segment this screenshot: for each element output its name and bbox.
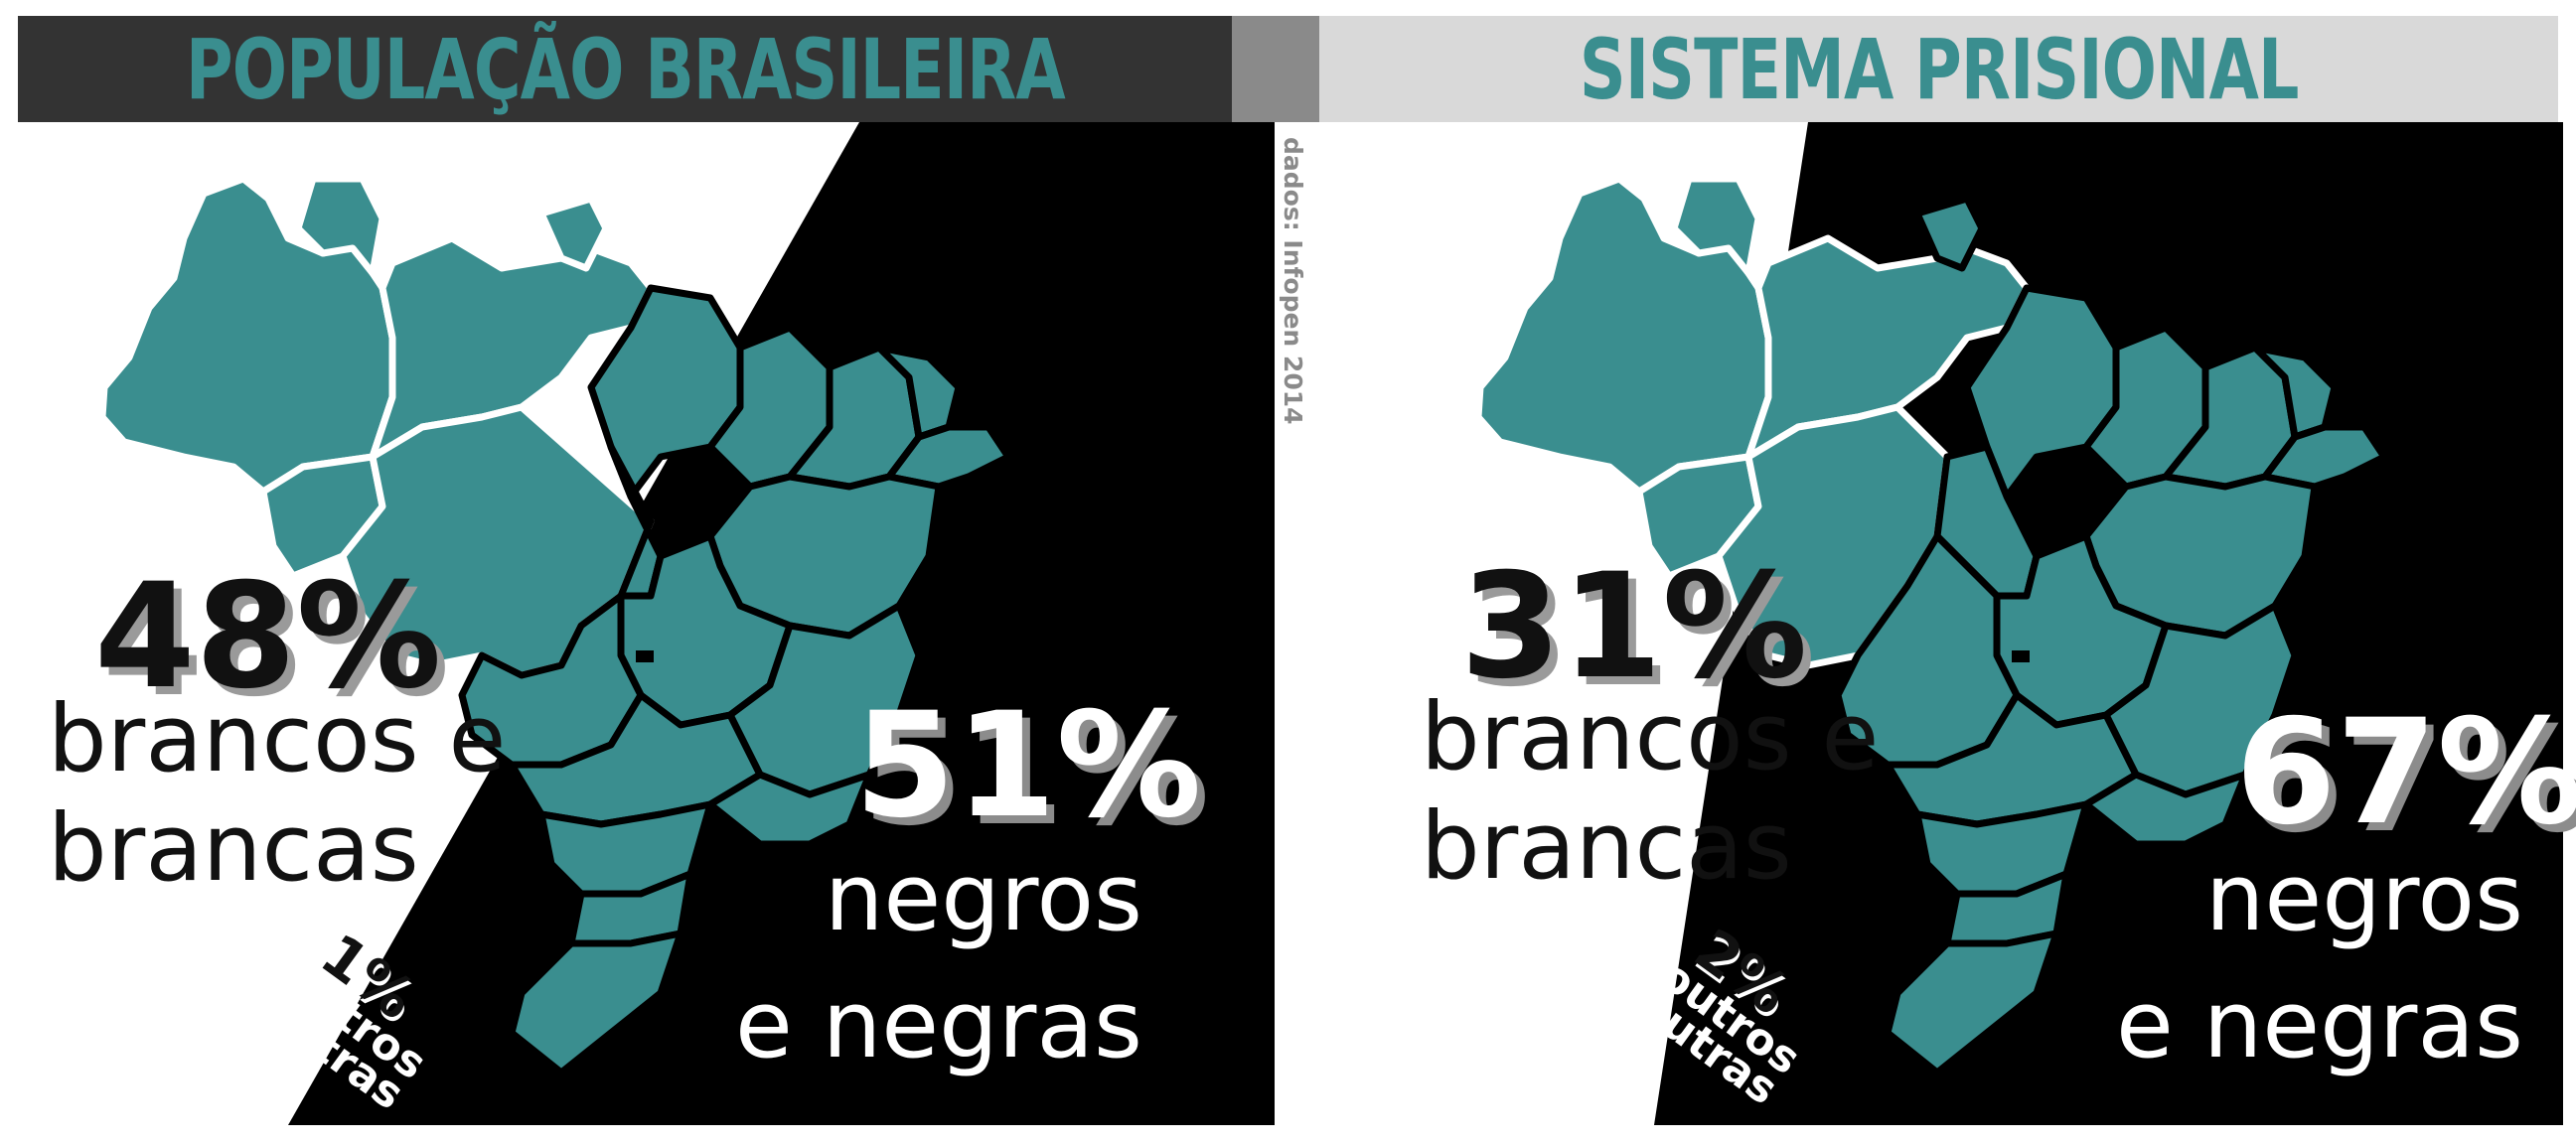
brazil-map-icon-right <box>1474 175 2388 1076</box>
left-title: POPULAÇÃO BRASILEIRA <box>185 20 1066 118</box>
left-white-percentage: 48% <box>94 552 442 721</box>
header-left-bar <box>18 16 1232 122</box>
left-black-label-line1: negros <box>824 844 1142 952</box>
left-white-label-line1: brancos e <box>48 685 507 793</box>
right-black-percentage: 67% <box>2235 688 2576 857</box>
left-black-percentage: 51% <box>854 681 1202 850</box>
right-title: SISTEMA PRISIONAL <box>1579 20 2300 118</box>
right-black-label-line2: e negras <box>2115 971 2523 1079</box>
right-white-label-line1: brancos e <box>1421 683 1880 791</box>
left-black-label-line2: e negras <box>734 971 1142 1079</box>
header-right-bar <box>1319 16 2558 122</box>
right-black-label-line1: negros <box>2204 844 2523 952</box>
right-white-percentage: 31% <box>1460 542 1808 711</box>
brazil-map-icon <box>98 175 1012 1076</box>
header-divider <box>1232 16 1319 122</box>
left-white-label-line2: brancas <box>48 794 419 903</box>
right-white-label-line2: brancas <box>1421 792 1792 901</box>
